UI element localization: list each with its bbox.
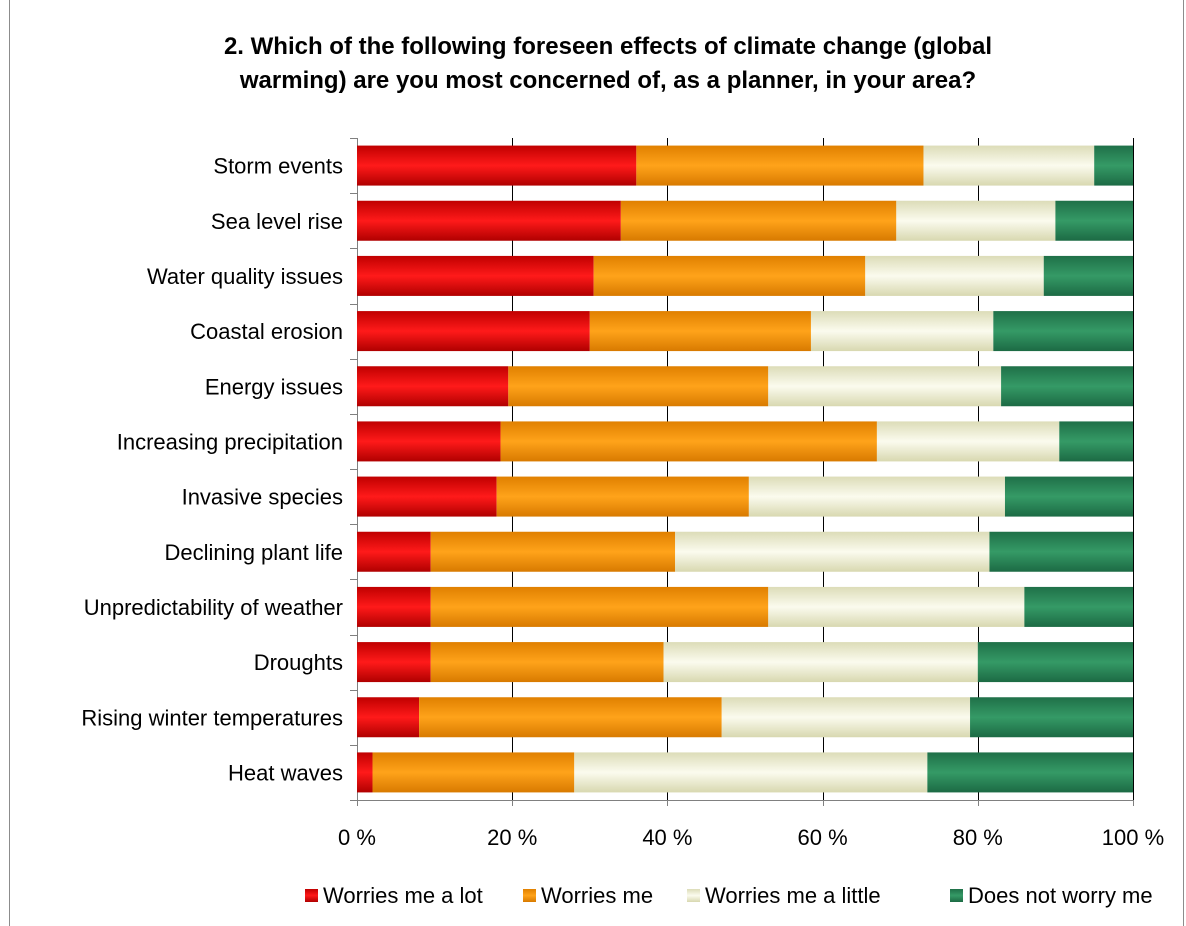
bar-segment [636,145,924,186]
x-tick-label: 60 % [798,825,848,850]
legend-swatch [523,889,536,902]
bar-segment [357,255,594,296]
bar-segment [1001,366,1133,407]
x-tick-label: 100 % [1102,825,1164,850]
bar-segment [1094,145,1133,186]
bar-segment [357,311,590,352]
legend-swatch [687,889,700,902]
bar-segment [500,421,877,462]
bar-segment [977,642,1133,683]
bar-segment [927,752,1133,793]
category-label: Water quality issues [147,264,343,289]
bar-segment [372,752,575,793]
stacked-bar-chart: 2. Which of the following foreseen effec… [81,33,1164,908]
legend-label: Worries me a lot [323,883,483,908]
bar-segment [748,476,1005,517]
bar-segment [357,200,621,241]
legend-label: Does not worry me [968,883,1153,908]
legend-label: Worries me a little [705,883,881,908]
bar-segment [989,531,1133,572]
x-axis-tick-labels: 0 % 20 % 40 % 60 % 80 % 100 % [338,825,1164,850]
bar-segment [357,752,373,793]
x-tick-label: 20 % [487,825,537,850]
bar-segment [876,421,1060,462]
bar-segment [357,145,637,186]
bar-segment [357,421,501,462]
x-tick-label: 40 % [642,825,692,850]
bar-segment [721,697,971,738]
category-label: Sea level rise [211,209,343,234]
legend-label: Worries me [541,883,653,908]
category-label: Rising winter temperatures [81,705,343,730]
x-tick-label: 80 % [953,825,1003,850]
bar-segment [430,586,769,627]
bar-segment [1043,255,1133,296]
bar-segment [865,255,1044,296]
category-label: Heat waves [228,760,343,785]
category-label: Declining plant life [164,540,343,565]
legend-swatch [305,889,318,902]
bar-segment [419,697,722,738]
category-label: Storm events [213,154,343,179]
bar-segment [970,697,1133,738]
bar-segment [357,586,431,627]
chart-title-line-1: 2. Which of the following foreseen effec… [224,33,992,60]
bars [357,145,1133,793]
bar-segment [663,642,978,683]
category-label: Coastal erosion [190,319,343,344]
bar-segment [923,145,1095,186]
bar-segment [357,531,431,572]
category-label: Increasing precipitation [117,429,343,454]
x-tick-label: 0 % [338,825,376,850]
bar-segment [589,311,811,352]
bar-segment [1055,200,1133,241]
gridlines [350,138,1134,806]
chart-title-line-2: warming) are you most concerned of, as a… [239,67,976,94]
bar-segment [574,752,928,793]
bar-segment [357,697,420,738]
chart-frame: 2. Which of the following foreseen effec… [9,0,1184,926]
bar-segment [620,200,897,241]
bar-segment [430,642,664,683]
bar-segment [496,476,749,517]
bar-segment [1059,421,1133,462]
bar-segment [508,366,769,407]
category-label: Energy issues [205,374,343,399]
category-label: Unpredictability of weather [84,595,343,620]
bar-segment [675,531,990,572]
category-label: Droughts [254,650,343,675]
category-labels: Storm events Sea level rise Water quality … [81,154,343,786]
bar-segment [993,311,1133,352]
bar-segment [810,311,994,352]
category-label: Invasive species [182,485,343,510]
bar-segment [896,200,1056,241]
legend-swatch [950,889,963,902]
bar-segment [593,255,866,296]
bar-segment [357,476,497,517]
bar-segment [768,366,1002,407]
bar-segment [1024,586,1133,627]
bar-segment [357,366,509,407]
legend: Worries me a lot Worries me Worries me a l… [305,883,1153,908]
bar-segment [1004,476,1133,517]
bar-segment [768,586,1025,627]
bar-segment [430,531,676,572]
bar-segment [357,642,431,683]
